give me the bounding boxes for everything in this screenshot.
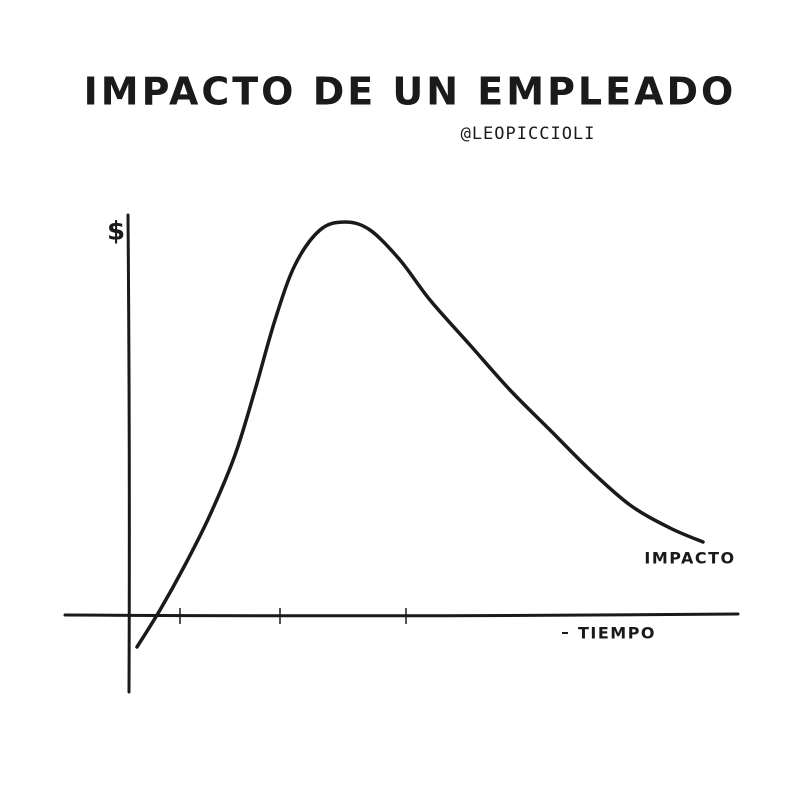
series-label: IMPACTO — [644, 549, 735, 568]
chart-title: IMPACTO DE UN EMPLEADO — [84, 70, 737, 114]
author-handle: @LEOPICCIOLI — [461, 124, 596, 144]
x-axis-label: TIEMPO — [578, 624, 656, 643]
x-axis — [63, 612, 740, 618]
y-axis — [126, 213, 131, 694]
impact-line — [135, 220, 705, 649]
y-axis-label: $ — [107, 217, 125, 247]
